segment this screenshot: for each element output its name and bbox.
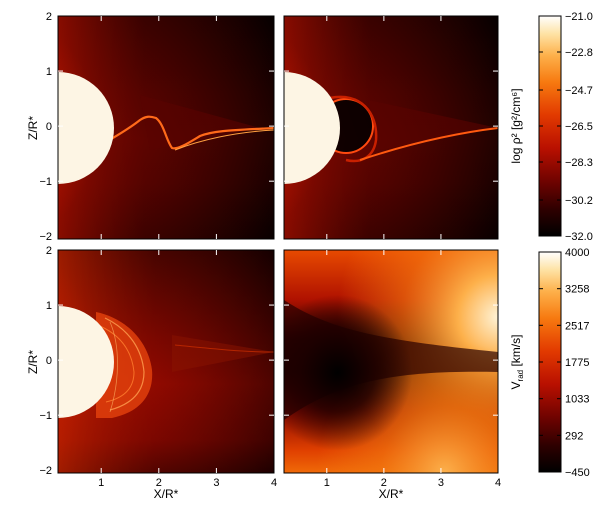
x-tick-label: 3 <box>213 477 219 489</box>
colorbar-tick-label: 1775 <box>565 357 589 369</box>
colorbar-tick-label: 3258 <box>565 284 589 296</box>
panel-top-left <box>58 16 274 239</box>
shock-front <box>91 115 274 151</box>
y-tick-label: 0 <box>46 355 52 367</box>
colorbar-velocity-label: Vrad [km/s] <box>509 335 525 390</box>
ylabel-top: Z/R* <box>26 116 40 140</box>
x-tick-label: 1 <box>324 477 330 489</box>
colorbar-density-label: log ρ² [g²/cm⁶] <box>509 88 523 163</box>
panel-bottom-left <box>58 250 274 473</box>
colorbar-tick-label: −30.2 <box>565 195 593 207</box>
y-tick-label: 0 <box>46 121 52 133</box>
colorbar-tick-label: −21.0 <box>565 11 593 23</box>
colorbar-tick-label: −32.0 <box>565 231 593 243</box>
y-tick-label: −1 <box>39 410 52 422</box>
velocity-label-main: V <box>509 381 523 389</box>
x-tick-label: 2 <box>156 477 162 489</box>
y-tick-label: −2 <box>39 231 52 243</box>
ylabel-bottom: Z/R* <box>26 350 40 374</box>
y-tick-label: 2 <box>46 245 52 257</box>
colorbar-tick-label: −28.3 <box>565 157 593 169</box>
colorbar-tick-label: −26.5 <box>565 121 593 133</box>
axes: −2 −1 0 1 2 −2 −1 0 1 2 1 2 3 4 1 2 3 4 <box>39 11 501 489</box>
panel-top-right <box>284 16 498 239</box>
xlabel-bottom-left: X/R* <box>154 487 179 501</box>
colorbar-tick-label: −24.7 <box>565 85 593 97</box>
xlabel-bottom-right: X/R* <box>379 487 404 501</box>
x-tick-label: 2 <box>381 477 387 489</box>
x-tick-label: 3 <box>438 477 444 489</box>
x-tick-label: 1 <box>98 477 104 489</box>
colorbar-tick-label: 1033 <box>565 394 589 406</box>
x-tick-label: 4 <box>495 477 501 489</box>
x-tick-label: 4 <box>271 477 277 489</box>
y-tick-label: −2 <box>39 465 52 477</box>
colorbar-tick-label: 4000 <box>565 247 589 259</box>
colorbar-tick-label: −22.8 <box>565 47 593 59</box>
colorbar-tick-label: 2517 <box>565 320 589 332</box>
colorbar-tick-label: 292 <box>565 430 583 442</box>
velocity-label-sub: rad <box>516 370 525 382</box>
velocity-label-rest: [km/s] <box>509 335 523 370</box>
y-tick-label: −1 <box>39 176 52 188</box>
colorbar-tick-label: −450 <box>565 467 590 479</box>
y-tick-label: 1 <box>46 66 52 78</box>
y-tick-label: 2 <box>46 11 52 23</box>
y-tick-label: 1 <box>46 300 52 312</box>
star <box>58 72 114 184</box>
colorbar-ticks: −21.0 −22.8 −24.7 −26.5 −28.3 −30.2 −32.0 4000 3… <box>539 11 593 479</box>
panel-bottom-right <box>284 250 498 473</box>
